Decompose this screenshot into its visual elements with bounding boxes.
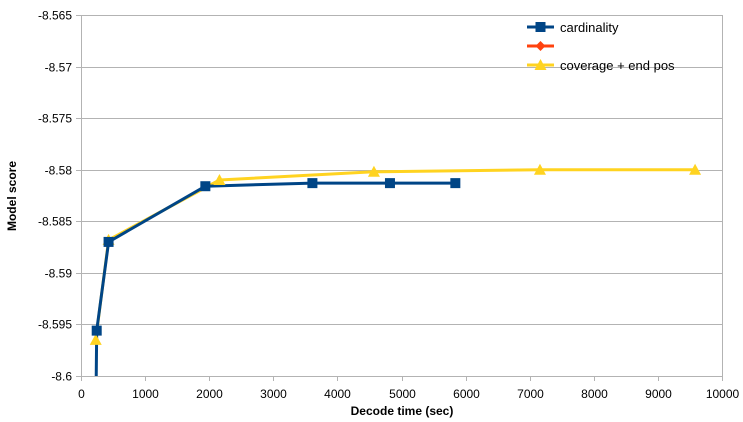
data-point-triangle (533, 163, 546, 175)
y-tick-label: -8.585 (38, 215, 72, 229)
x-tick-label: 1000 (132, 387, 159, 401)
legend-label: coverage + end pos (560, 58, 675, 73)
y-tick-label: -8.57 (45, 61, 73, 75)
legend-label: cardinality (560, 20, 619, 35)
y-tick-label: -8.595 (38, 318, 72, 332)
x-axis-title: Decode time (sec) (351, 404, 454, 418)
legend-marker-square (535, 22, 546, 32)
data-point-square (103, 236, 114, 247)
marker-layer (89, 163, 702, 345)
data-point-square (200, 181, 211, 192)
x-tick-label: 2000 (196, 387, 223, 401)
x-tick-label: 6000 (453, 387, 480, 401)
y-axis-title: Model score (5, 161, 19, 231)
data-point-triangle (689, 163, 702, 175)
y-tick-label: -8.59 (45, 267, 73, 281)
data-point-square (307, 178, 318, 189)
x-tick-label: 0 (78, 387, 85, 401)
data-point-triangle (367, 165, 380, 177)
x-tick-label: 5000 (389, 387, 416, 401)
x-tick-labels: 0 1000 2000 3000 4000 5000 6000 7000 8000 9000 100… (78, 387, 739, 401)
x-tick-label: 9000 (645, 387, 672, 401)
axes (76, 15, 723, 381)
y-tick-label: -8.58 (45, 164, 73, 178)
y-tick-labels: -8.565 -8.57 -8.575 -8.58 -8.585 -8.59 -8.595 -… (38, 9, 72, 384)
data-point-square (91, 325, 102, 336)
data-point-triangle (213, 174, 226, 186)
data-point-triangle (89, 333, 102, 345)
x-tick-label: 3000 (260, 387, 287, 401)
y-tick-label: -8.565 (38, 9, 72, 23)
legend-marker-triangle (534, 59, 547, 70)
x-tick-label: 7000 (517, 387, 544, 401)
y-tick-label: -8.6 (51, 370, 72, 384)
x-tick-label: 10000 (706, 387, 740, 401)
legend-marker-diamond (535, 41, 546, 51)
data-point-square (450, 178, 461, 189)
y-tick-label: -8.575 (38, 112, 72, 126)
x-tick-label: 4000 (324, 387, 351, 401)
legend: cardinality coverage + end pos (527, 20, 675, 73)
data-point-square (384, 178, 395, 189)
x-tick-label: 8000 (581, 387, 608, 401)
